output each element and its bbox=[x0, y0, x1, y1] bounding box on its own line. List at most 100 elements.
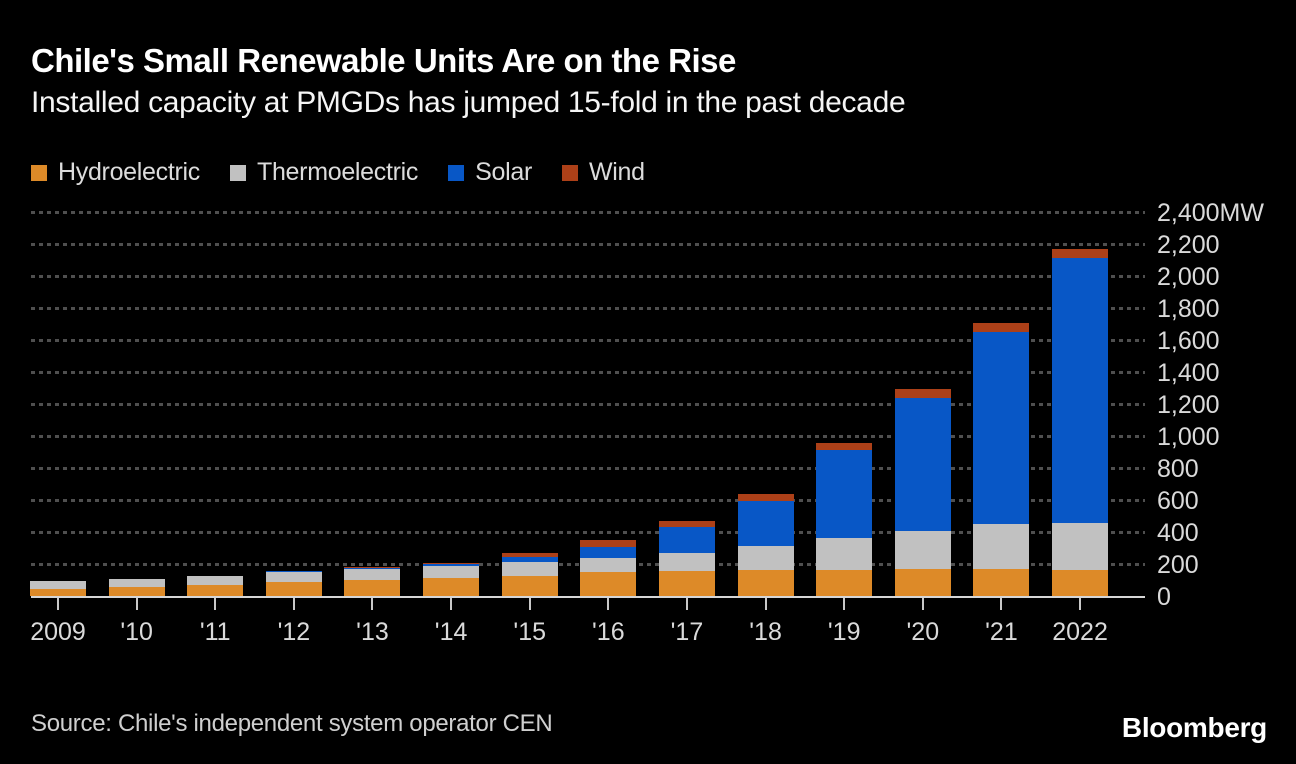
legend-item-wind: Wind bbox=[561, 158, 645, 187]
y-axis-label-1400: 1,400 bbox=[1157, 359, 1220, 387]
x-axis-label-13: '13 bbox=[356, 618, 389, 646]
legend-item-hydroelectric: Hydroelectric bbox=[31, 158, 200, 187]
bar-14-segment-hydroelectric bbox=[423, 578, 480, 596]
chart-title: Chile's Small Renewable Units Are on the… bbox=[31, 42, 736, 79]
y-axis-label-2400: 2,400MW bbox=[1157, 199, 1264, 227]
x-axis-tick-10 bbox=[135, 598, 138, 610]
gridline-2200 bbox=[31, 243, 1145, 246]
x-axis-tick-14 bbox=[450, 598, 453, 610]
bar-12-segment-hydroelectric bbox=[265, 582, 322, 596]
bar-21-segment-solar bbox=[973, 332, 1030, 524]
x-axis-label-11: '11 bbox=[199, 618, 231, 646]
gridline-1800 bbox=[31, 307, 1145, 310]
x-axis-tick-15 bbox=[528, 598, 531, 610]
bar-19-segment-thermoelectric bbox=[816, 538, 873, 571]
bar-15-segment-thermoelectric bbox=[501, 562, 558, 576]
bar-11-segment-thermoelectric bbox=[187, 576, 244, 585]
x-axis-label-2022: 2022 bbox=[1052, 618, 1108, 646]
bar-13-segment-hydroelectric bbox=[344, 580, 401, 596]
x-axis-label-15: '15 bbox=[513, 618, 547, 646]
bar-20-segment-thermoelectric bbox=[894, 531, 951, 569]
gridline-1400 bbox=[31, 371, 1145, 374]
y-axis-label-200: 200 bbox=[1157, 551, 1199, 579]
x-axis-label-10: '10 bbox=[120, 618, 153, 646]
x-axis-tick-21 bbox=[1000, 598, 1003, 610]
bar-14-segment-wind bbox=[423, 563, 480, 564]
bar-14-segment-solar bbox=[423, 564, 480, 567]
source-note: Source: Chile's independent system opera… bbox=[31, 710, 553, 737]
y-axis-label-1600: 1,600 bbox=[1157, 327, 1220, 355]
x-axis-tick-18 bbox=[764, 598, 767, 610]
bar-10-segment-thermoelectric bbox=[108, 579, 165, 588]
y-axis-label-0: 0 bbox=[1157, 583, 1171, 611]
legend-swatch-wind bbox=[561, 164, 578, 181]
bar-19-segment-solar bbox=[816, 450, 873, 539]
bar-13-segment-wind bbox=[344, 567, 401, 568]
x-axis-line bbox=[31, 596, 1145, 598]
bar-20-segment-solar bbox=[894, 398, 951, 532]
legend-label-wind: Wind bbox=[588, 158, 645, 186]
x-axis-label-19: '19 bbox=[827, 618, 861, 646]
x-axis-label-20: '20 bbox=[906, 618, 940, 646]
bar-21-segment-thermoelectric bbox=[973, 524, 1030, 569]
bar-12-segment-solar bbox=[265, 571, 322, 572]
bar-18-segment-hydroelectric bbox=[737, 570, 794, 596]
bar-14-segment-thermoelectric bbox=[423, 566, 480, 579]
bar-21-segment-hydroelectric bbox=[973, 568, 1030, 596]
legend-swatch-thermoelectric bbox=[229, 164, 246, 181]
gridline-800 bbox=[31, 467, 1145, 470]
bar-2022-segment-hydroelectric bbox=[1052, 569, 1109, 596]
legend-item-thermoelectric: Thermoelectric bbox=[229, 158, 418, 187]
x-axis-label-21: '21 bbox=[985, 618, 1018, 646]
gridline-1600 bbox=[31, 339, 1145, 342]
bar-12-segment-thermoelectric bbox=[265, 572, 322, 583]
bar-19-segment-wind bbox=[816, 443, 873, 451]
gridline-2000 bbox=[31, 275, 1145, 278]
legend-label-hydroelectric: Hydroelectric bbox=[58, 158, 200, 186]
bar-16-segment-hydroelectric bbox=[580, 572, 637, 596]
gridline-400 bbox=[31, 531, 1145, 534]
bar-20-segment-hydroelectric bbox=[894, 568, 951, 596]
bar-21-segment-wind bbox=[973, 323, 1030, 332]
bar-2009-segment-thermoelectric bbox=[30, 580, 86, 589]
legend: Hydroelectric Thermoelectric Solar Wind bbox=[31, 158, 645, 187]
bar-17-segment-wind bbox=[658, 521, 715, 528]
y-axis-label-600: 600 bbox=[1157, 487, 1199, 515]
bar-17-segment-hydroelectric bbox=[658, 571, 715, 596]
bar-17-segment-solar bbox=[658, 527, 715, 554]
chart-subtitle: Installed capacity at PMGDs has jumped 1… bbox=[31, 86, 906, 119]
bar-10-segment-hydroelectric bbox=[108, 587, 165, 596]
gridline-2400 bbox=[31, 211, 1145, 214]
gridline-1000 bbox=[31, 435, 1145, 438]
x-axis-label-18: '18 bbox=[749, 618, 782, 646]
x-axis-label-17: '17 bbox=[670, 618, 704, 646]
y-axis-label-1000: 1,000 bbox=[1157, 423, 1220, 451]
bar-15-segment-wind bbox=[501, 553, 558, 558]
bar-18-segment-wind bbox=[737, 494, 794, 502]
bar-17-segment-thermoelectric bbox=[658, 553, 715, 572]
x-axis-tick-12 bbox=[292, 598, 295, 610]
legend-swatch-solar bbox=[448, 164, 465, 181]
legend-item-solar: Solar bbox=[448, 158, 532, 187]
bar-19-segment-hydroelectric bbox=[816, 570, 873, 596]
bar-13-segment-thermoelectric bbox=[344, 568, 401, 580]
x-axis-tick-2009 bbox=[57, 598, 59, 610]
bar-11-segment-hydroelectric bbox=[187, 584, 244, 596]
x-axis-label-2009: 2009 bbox=[30, 618, 86, 646]
bar-13-segment-solar bbox=[344, 568, 401, 569]
y-axis-label-1800: 1,800 bbox=[1157, 295, 1220, 323]
gridline-1200 bbox=[31, 403, 1145, 406]
bar-18-segment-thermoelectric bbox=[737, 546, 794, 571]
gridline-600 bbox=[31, 499, 1145, 502]
x-axis-label-16: '16 bbox=[592, 618, 625, 646]
x-axis-tick-17 bbox=[685, 598, 688, 610]
y-axis-label-800: 800 bbox=[1157, 455, 1199, 483]
y-axis-label-2000: 2,000 bbox=[1157, 263, 1220, 291]
bar-2022-segment-wind bbox=[1052, 249, 1109, 259]
x-axis-tick-20 bbox=[921, 598, 924, 610]
bar-2022-segment-thermoelectric bbox=[1052, 523, 1109, 570]
x-axis-label-12: '12 bbox=[277, 618, 311, 646]
bar-16-segment-wind bbox=[580, 540, 637, 548]
bar-2022-segment-solar bbox=[1052, 258, 1109, 524]
legend-label-solar: Solar bbox=[475, 158, 532, 186]
